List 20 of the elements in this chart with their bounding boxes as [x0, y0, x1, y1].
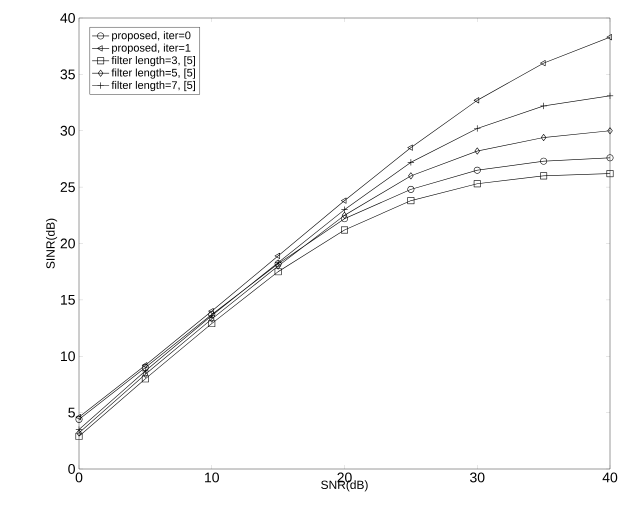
x-tick-label: 0: [76, 472, 82, 482]
legend-label: filter length=7, [5]: [112, 80, 195, 92]
y-tick-label: 30: [60, 126, 75, 136]
legend-label: filter length=3, [5]: [112, 56, 195, 66]
y-tick-label: 5: [68, 408, 75, 418]
y-axis-title: SINR(dB): [46, 218, 58, 269]
y-tick-label: 35: [60, 69, 75, 80]
x-axis-title: SNR(dB): [321, 480, 368, 492]
legend-label: proposed, iter=1: [112, 44, 190, 54]
x-tick-label: 10: [205, 472, 219, 482]
y-tick-label: 0: [68, 464, 75, 474]
y-tick-label: 40: [60, 13, 75, 23]
y-tick-label: 15: [61, 295, 75, 305]
legend-label: proposed, iter=0: [112, 31, 190, 42]
x-tick-label: 40: [602, 472, 618, 482]
x-tick-label: 30: [470, 472, 484, 482]
y-tick-label: 20: [60, 238, 75, 248]
y-tick-label: 10: [61, 351, 75, 362]
y-tick-label: 25: [60, 182, 75, 192]
legend-label: filter length=5, [5]: [112, 68, 195, 79]
